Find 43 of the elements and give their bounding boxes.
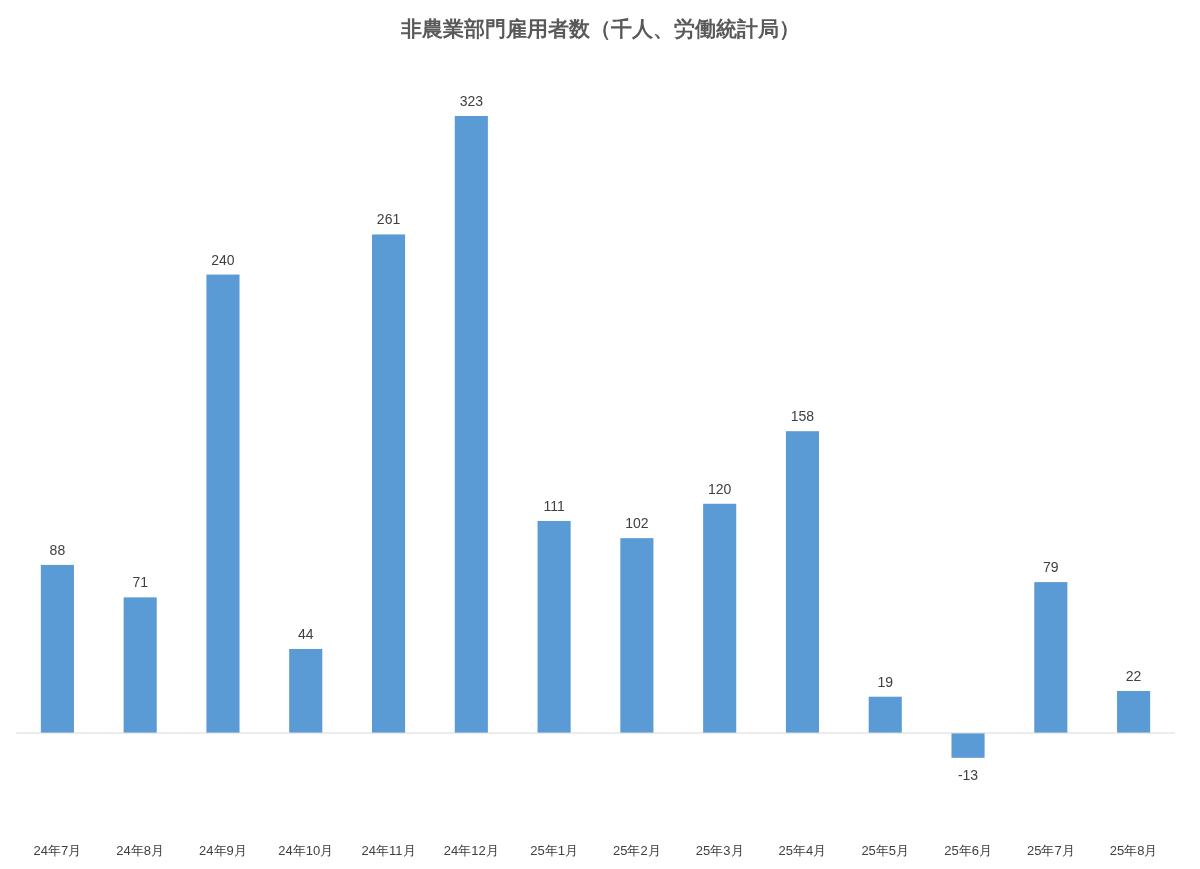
- bar: [868, 696, 902, 733]
- data-label: 22: [1125, 667, 1142, 684]
- x-tick-label: 25年3月: [695, 843, 744, 858]
- data-label: 323: [459, 93, 484, 109]
- data-label: 158: [790, 408, 815, 425]
- x-tick-label: 24年11月: [361, 843, 416, 858]
- x-tick-label: 25年6月: [944, 843, 992, 858]
- x-tick-label: 24年9月: [199, 843, 247, 858]
- x-tick-label: 25年2月: [613, 843, 661, 858]
- bar: [40, 564, 74, 733]
- bar: [1117, 690, 1151, 733]
- bar: [951, 733, 985, 758]
- bar: [123, 597, 157, 733]
- bar: [620, 538, 654, 733]
- data-label: 88: [49, 541, 66, 558]
- data-label: 111: [543, 497, 565, 514]
- x-tick-label: 25年1月: [530, 843, 578, 858]
- bar: [454, 116, 488, 733]
- data-label: 261: [376, 211, 401, 228]
- bar: [1034, 582, 1068, 733]
- bar: [703, 503, 737, 733]
- x-tick-label: 24年8月: [116, 843, 165, 858]
- x-tick-label: 25年4月: [778, 843, 827, 858]
- x-tick-label: 24年12月: [443, 843, 499, 858]
- data-label: 102: [625, 515, 649, 532]
- data-label: 79: [1043, 559, 1059, 576]
- data-label: 120: [708, 480, 732, 497]
- x-tick-label: 25年8月: [1109, 843, 1158, 858]
- data-label: -13: [957, 766, 979, 783]
- bar: [537, 520, 571, 733]
- bar: [371, 234, 406, 733]
- data-label: 71: [132, 574, 149, 591]
- x-tick-label: 25年7月: [1026, 843, 1075, 858]
- bar: [289, 648, 323, 733]
- chart-title: 非農業部門雇用者数（千人、労働統計局）: [399, 17, 800, 40]
- data-label: 240: [211, 251, 235, 268]
- data-label: 19: [877, 673, 894, 690]
- x-tick-label: 24年7月: [33, 843, 82, 858]
- bar: [206, 274, 240, 733]
- x-tick-label: 25年5月: [861, 843, 910, 858]
- x-tick-label: 24年10月: [278, 843, 334, 858]
- data-label: 44: [297, 625, 314, 642]
- bar: [785, 431, 820, 733]
